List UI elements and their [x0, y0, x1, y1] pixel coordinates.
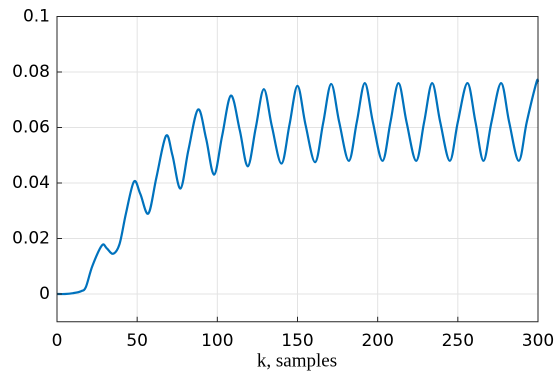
x-tick-label: 200 [361, 331, 393, 351]
grid [56, 16, 539, 322]
x-axis-label: k, samples [257, 350, 337, 371]
data-line [56, 78, 540, 296]
x-tick-label: 0 [52, 331, 63, 351]
x-tick-label: 100 [201, 331, 233, 351]
x-tick-label: 150 [281, 331, 313, 351]
y-tick-label: 0.08 [12, 62, 50, 82]
x-tick-label: 50 [126, 331, 148, 351]
x-tick-label: 250 [442, 331, 474, 351]
y-tick-label: 0.02 [12, 229, 50, 249]
y-tick-label: 0.04 [12, 173, 50, 193]
x-tick-label: 300 [522, 331, 554, 351]
y-tick-label: 0.1 [23, 7, 50, 27]
y-tick-label: 0 [39, 284, 50, 304]
y-tick-label: 0.06 [12, 118, 50, 138]
